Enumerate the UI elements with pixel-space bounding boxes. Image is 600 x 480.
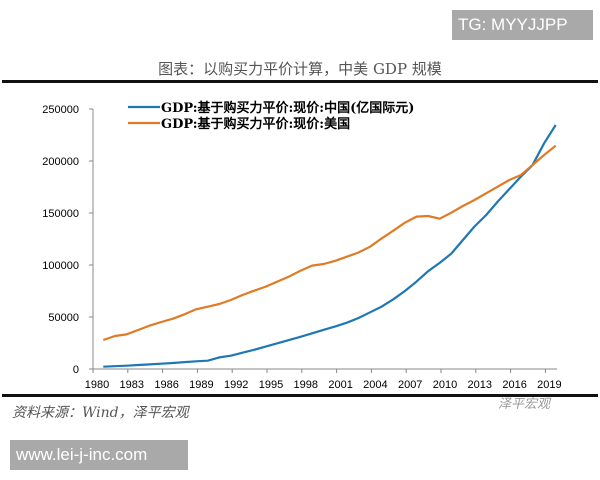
bottom-rule — [2, 394, 598, 397]
legend-label: GDP:基于购买力平价:现价:美国 — [161, 116, 350, 132]
y-tick-label: 0 — [73, 364, 79, 376]
y-tick-label: 250000 — [42, 104, 79, 116]
x-tick-label: 2004 — [363, 379, 387, 391]
source-note: 资料来源：Wind，泽平宏观 — [12, 405, 189, 421]
y-tick-label: 150000 — [42, 208, 79, 220]
x-tick-label: 2013 — [468, 379, 492, 391]
series-china-line — [103, 124, 557, 368]
x-tick-label: 1998 — [294, 379, 318, 391]
x-tick-label: 2007 — [398, 379, 422, 391]
series-us-line — [102, 144, 557, 342]
x-tick-label: 2016 — [502, 379, 526, 391]
x-tick-label: 2019 — [537, 379, 561, 391]
x-tick-label: 1986 — [154, 379, 178, 391]
x-tick-label: 1980 — [85, 379, 109, 391]
top-rule — [2, 80, 598, 83]
legend-label: GDP:基于购买力平价:现价:中国(亿国际元) — [161, 100, 414, 116]
y-tick-label: 200000 — [42, 156, 79, 168]
wechat-watermark: 泽平宏观 — [498, 397, 551, 412]
x-tick-label: 1989 — [189, 379, 213, 391]
watermark-tg: TG: MYYJJPP — [452, 10, 593, 40]
x-tick-label: 2001 — [328, 379, 352, 391]
watermark-url: www.lei-j-inc.com — [10, 440, 188, 470]
x-tick-label: 1992 — [224, 379, 248, 391]
x-tick-label: 2010 — [433, 379, 457, 391]
y-tick-label: 100000 — [42, 260, 79, 272]
x-tick-label: 1983 — [120, 379, 144, 391]
chart-title: 图表：以购买力平价计算，中美 GDP 规模 — [158, 60, 442, 78]
x-tick-label: 1995 — [259, 379, 283, 391]
y-tick-label: 50000 — [48, 312, 79, 324]
